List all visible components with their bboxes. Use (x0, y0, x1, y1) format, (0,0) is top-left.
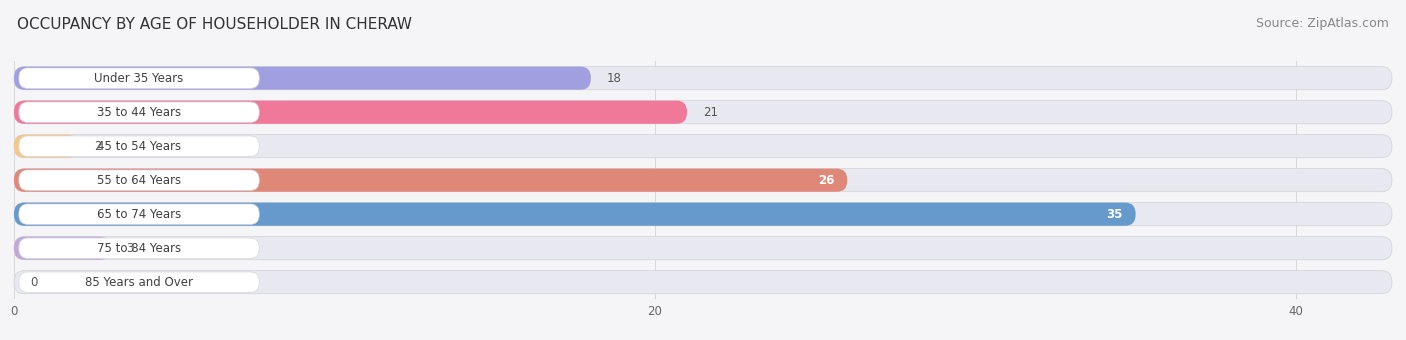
Text: 55 to 64 Years: 55 to 64 Years (97, 174, 181, 187)
FancyBboxPatch shape (18, 170, 259, 190)
FancyBboxPatch shape (14, 169, 1392, 192)
Text: 2: 2 (94, 140, 101, 153)
Text: 45 to 54 Years: 45 to 54 Years (97, 140, 181, 153)
FancyBboxPatch shape (14, 203, 1136, 226)
FancyBboxPatch shape (14, 67, 1392, 90)
FancyBboxPatch shape (18, 272, 259, 292)
FancyBboxPatch shape (18, 238, 259, 258)
Text: Under 35 Years: Under 35 Years (94, 72, 184, 85)
FancyBboxPatch shape (18, 68, 259, 88)
Text: 35: 35 (1107, 208, 1123, 221)
FancyBboxPatch shape (14, 237, 1392, 260)
FancyBboxPatch shape (14, 169, 848, 192)
Text: 65 to 74 Years: 65 to 74 Years (97, 208, 181, 221)
Text: Source: ZipAtlas.com: Source: ZipAtlas.com (1256, 17, 1389, 30)
FancyBboxPatch shape (14, 101, 1392, 124)
Text: 26: 26 (818, 174, 834, 187)
FancyBboxPatch shape (14, 271, 1392, 294)
Text: 75 to 84 Years: 75 to 84 Years (97, 242, 181, 255)
Text: 3: 3 (127, 242, 134, 255)
Text: 35 to 44 Years: 35 to 44 Years (97, 106, 181, 119)
FancyBboxPatch shape (14, 101, 688, 124)
Text: 18: 18 (607, 72, 621, 85)
FancyBboxPatch shape (14, 237, 110, 260)
Text: 21: 21 (703, 106, 718, 119)
Text: 85 Years and Over: 85 Years and Over (84, 276, 193, 289)
FancyBboxPatch shape (14, 203, 1392, 226)
FancyBboxPatch shape (18, 102, 259, 122)
Text: 0: 0 (30, 276, 38, 289)
FancyBboxPatch shape (14, 135, 79, 158)
FancyBboxPatch shape (18, 204, 259, 224)
FancyBboxPatch shape (14, 67, 591, 90)
Text: OCCUPANCY BY AGE OF HOUSEHOLDER IN CHERAW: OCCUPANCY BY AGE OF HOUSEHOLDER IN CHERA… (17, 17, 412, 32)
FancyBboxPatch shape (14, 135, 1392, 158)
FancyBboxPatch shape (18, 136, 259, 156)
